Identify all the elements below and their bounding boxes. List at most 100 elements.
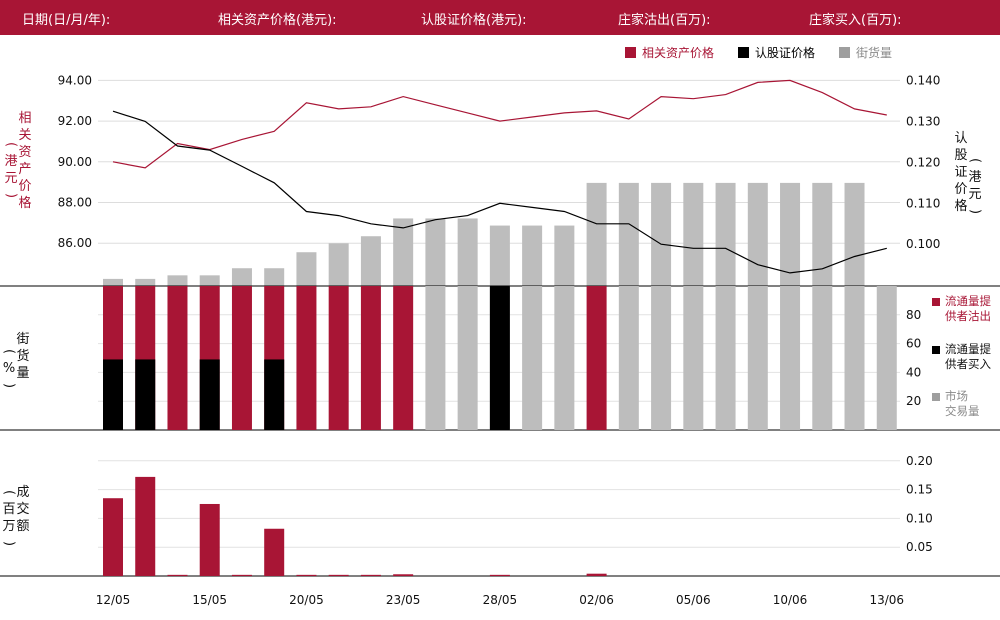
x-tick-label: 15/05 <box>192 593 227 607</box>
market-volume-bar <box>425 286 446 430</box>
right-tick-label: 0.130 <box>906 114 940 128</box>
bottom-axis-title: (百万) 成交额 <box>2 484 30 552</box>
axis-title-char: ) <box>1 540 17 547</box>
bottom-axis-title-unit: (百万) <box>1 484 17 552</box>
left-axis-title-text: 相关资产价格 <box>18 110 32 212</box>
turnover-tick-label: 0.05 <box>906 540 933 554</box>
axis-title-char: ) <box>1 382 17 389</box>
axis-title-char: 量 <box>16 366 30 381</box>
outstanding-bar <box>522 225 543 286</box>
mid-legend-market-label: 市场 交易量 <box>945 389 980 419</box>
axis-title-char: 股 <box>954 148 968 163</box>
outstanding-bar <box>554 225 575 286</box>
outstanding-bar <box>393 218 414 286</box>
turnover-bar <box>103 498 123 576</box>
axis-title-char: 成 <box>16 485 30 500</box>
market-volume-bar <box>683 286 704 430</box>
underlying-price-line <box>112 79 887 169</box>
turnover-tick-label: 0.15 <box>906 483 933 497</box>
axis-title-char: 街 <box>16 332 30 347</box>
outstanding-bar <box>586 182 607 286</box>
axis-title-char: 港 <box>968 170 982 185</box>
turnover-bar <box>231 574 252 576</box>
mid-legend-lp-sell[interactable]: 流通量提 供者沽出 <box>932 294 991 324</box>
lp-sell-bar <box>328 286 349 430</box>
chart-legend: 相关资产价格 认股证价格 街货量 <box>624 44 892 60</box>
right-tick-label: 0.120 <box>906 155 940 169</box>
outstanding-bar <box>425 218 446 286</box>
right-axis-title-unit: (港元) <box>967 130 983 220</box>
legend-outstanding[interactable]: 街货量 <box>838 44 892 60</box>
header-lp-buy-label: 庄家买入(百万): <box>809 13 902 28</box>
outstanding-bar <box>489 225 510 286</box>
x-tick-label: 23/05 <box>386 593 421 607</box>
right-tick-label: 0.100 <box>906 237 940 251</box>
mid-axis-title-unit: (%) <box>1 331 17 394</box>
mid-legend-market-swatch <box>932 393 940 401</box>
axis-title-char: 格 <box>18 196 32 211</box>
turnover-tick-label: 0.10 <box>906 511 933 525</box>
axis-title-char: 万 <box>2 519 16 534</box>
market-volume-bar <box>522 286 543 430</box>
turnover-bar <box>489 574 510 576</box>
header-underlying-label: 相关资产价格(港元): <box>218 13 337 28</box>
mid-legend-lp-sell-line-1: 流通量提 <box>945 294 991 308</box>
turnover-bar <box>586 573 607 576</box>
bottom-axis-title-text: 成交额 <box>16 484 30 535</box>
turnover-bar <box>167 574 188 576</box>
x-tick-label: 02/06 <box>579 593 614 607</box>
mid-legend-market-line-1: 市场 <box>945 389 968 403</box>
axis-title-char: 认 <box>954 131 968 146</box>
axis-title-char: ( <box>3 141 19 148</box>
x-tick-label: 12/05 <box>96 593 131 607</box>
legend-warrant[interactable]: 认股证价格 <box>737 44 815 60</box>
mid-legend-lp-buy-line-2: 供者买入 <box>945 357 991 371</box>
turnover-bar <box>296 574 317 576</box>
header-date-label: 日期(日/月/年): <box>22 13 111 28</box>
market-volume-bar <box>457 286 478 430</box>
market-volume-bar <box>812 286 833 430</box>
axis-title-char: 格 <box>954 199 968 214</box>
lp-buy-bar <box>489 286 510 430</box>
legend-underlying[interactable]: 相关资产价格 <box>624 44 714 60</box>
pct-tick-label: 60 <box>906 337 921 351</box>
pct-tick-label: 40 <box>906 365 921 379</box>
lp-buy-bar <box>103 359 123 430</box>
lp-sell-bar <box>231 286 252 430</box>
right-tick-label: 0.110 <box>906 196 940 210</box>
turnover-bar <box>393 574 414 576</box>
pct-tick-label: 20 <box>906 394 921 408</box>
turnover-bar <box>199 503 220 576</box>
market-volume-bar <box>651 286 672 430</box>
axis-title-char: 相 <box>18 111 32 126</box>
market-volume-bar <box>618 286 639 430</box>
turnover-bar <box>135 476 156 576</box>
axis-title-char: ( <box>1 348 17 355</box>
outstanding-bar <box>683 182 704 286</box>
left-tick-label: 94.00 <box>58 73 92 87</box>
outstanding-bar <box>747 182 768 286</box>
outstanding-bar <box>264 268 285 286</box>
x-tick-label: 13/06 <box>869 593 904 607</box>
lp-sell-bar <box>360 286 381 430</box>
header-bar: 日期(日/月/年): 相关资产价格(港元): 认股证价格(港元): 庄家沽出(百… <box>0 0 1000 35</box>
market-volume-bar <box>747 286 768 430</box>
axis-title-char: ( <box>1 489 17 496</box>
right-axis-title-warrant: 认股证价格(港元) <box>954 130 982 220</box>
left-axis-title-unit: (港元) <box>3 110 19 204</box>
lp-sell-bar <box>393 286 414 430</box>
lp-buy-bar <box>135 359 156 430</box>
x-tick-label: 10/06 <box>773 593 808 607</box>
axis-title-char: 价 <box>18 179 32 194</box>
axis-title-char: 产 <box>18 162 32 177</box>
mid-axis-title-text: 街货量 <box>16 331 30 382</box>
axis-title-char: % <box>2 361 16 376</box>
outstanding-bar <box>844 182 865 286</box>
axis-title-char: 元 <box>4 171 18 186</box>
outstanding-bar <box>135 278 156 286</box>
mid-legend-lp-buy[interactable]: 流通量提 供者买入 <box>932 342 991 372</box>
axis-title-char: ) <box>967 208 983 215</box>
mid-legend-market[interactable]: 市场 交易量 <box>932 389 980 419</box>
legend-outstanding-label: 街货量 <box>855 45 892 60</box>
